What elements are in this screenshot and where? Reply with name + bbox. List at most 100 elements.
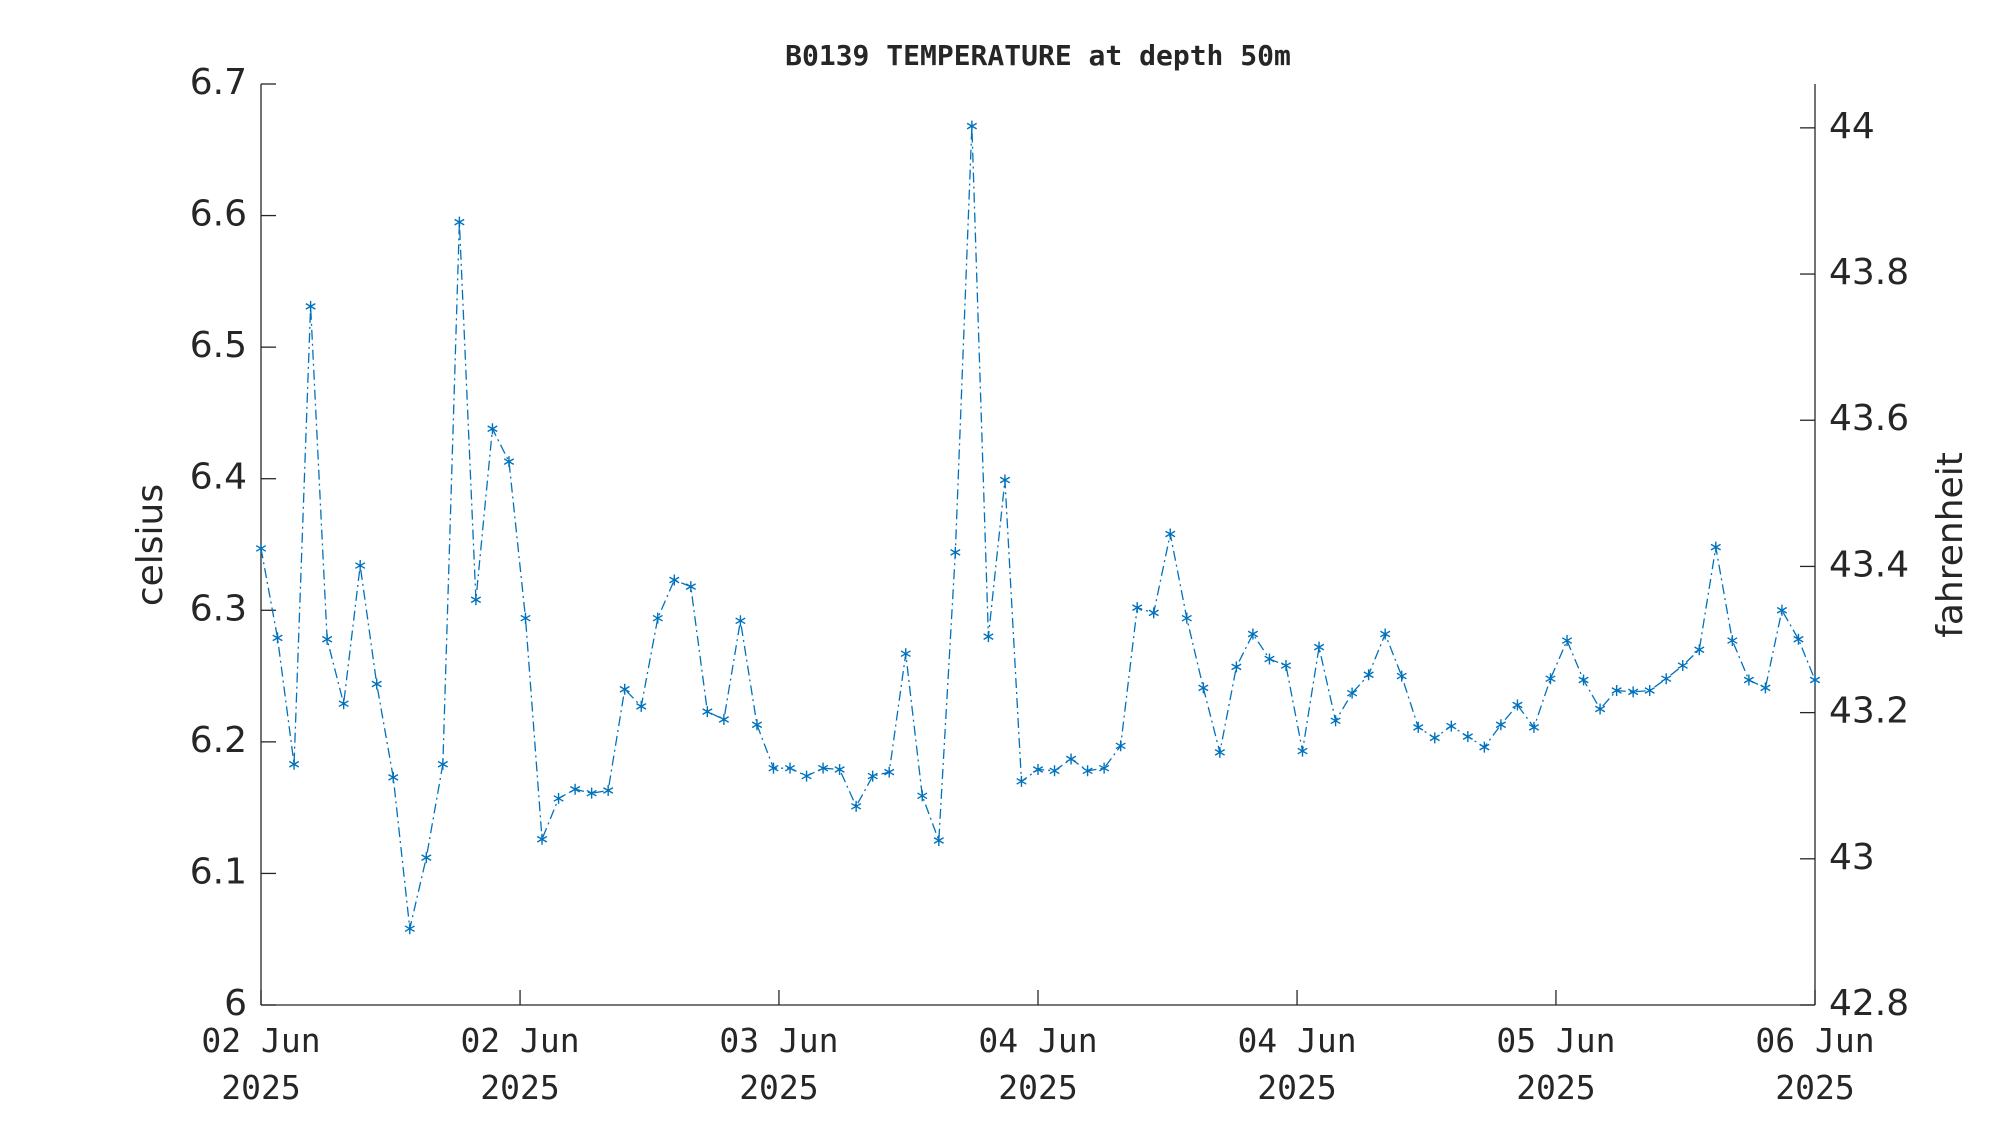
y-axis-label: celsius xyxy=(130,484,171,606)
data-point xyxy=(1098,762,1110,774)
y-tick-label: 6.6 xyxy=(190,194,247,235)
data-point xyxy=(255,542,267,554)
y2-tick-label: 42.8 xyxy=(1829,983,1909,1024)
data-point xyxy=(1363,669,1374,681)
data-point xyxy=(586,787,597,799)
data-point xyxy=(817,762,829,774)
data-point xyxy=(1181,612,1192,624)
data-point xyxy=(718,713,730,725)
data-point xyxy=(1628,686,1639,698)
data-point xyxy=(884,766,895,778)
data-point xyxy=(1148,607,1159,619)
data-point xyxy=(1032,763,1044,775)
data-point xyxy=(1165,528,1176,540)
data-point xyxy=(801,770,812,782)
data-point xyxy=(338,698,349,710)
data-point xyxy=(1793,633,1804,645)
data-point xyxy=(1280,660,1292,672)
data-point xyxy=(1049,765,1060,777)
y2-axis-label: fahrenheit xyxy=(1930,452,1971,638)
data-point xyxy=(933,835,944,847)
x-tick-label: 05 Jun 2025 xyxy=(1496,1021,1616,1107)
data-point xyxy=(1132,602,1143,614)
data-point xyxy=(950,546,961,558)
data-point xyxy=(355,560,366,572)
data-point xyxy=(421,852,432,864)
data-point xyxy=(1115,740,1126,752)
data-point xyxy=(470,594,482,606)
data-point xyxy=(1346,687,1358,699)
data-point xyxy=(1495,719,1507,731)
data-point xyxy=(966,120,978,132)
data-point xyxy=(1479,741,1490,753)
x-tick-label: 02 Jun 2025 xyxy=(460,1021,580,1107)
y-tick-label: 6.5 xyxy=(190,325,247,366)
y2-tick-label: 43.2 xyxy=(1829,691,1909,732)
data-point xyxy=(404,923,415,935)
y-tick-label: 6.3 xyxy=(190,588,247,629)
data-point xyxy=(1661,673,1672,685)
data-point xyxy=(1082,765,1093,777)
data-point xyxy=(1578,674,1589,686)
data-point xyxy=(917,790,928,802)
data-point xyxy=(1743,674,1755,686)
data-point xyxy=(1297,745,1308,757)
data-point xyxy=(1694,644,1705,656)
data-point xyxy=(1380,628,1391,640)
y-tick-label: 6.2 xyxy=(190,720,247,761)
data-point xyxy=(851,800,862,812)
data-point xyxy=(1727,635,1738,647)
x-tick-label: 02 Jun 2025 xyxy=(201,1021,321,1107)
y-tick-label: 6.1 xyxy=(190,851,247,892)
data-point xyxy=(1710,541,1721,553)
data-point xyxy=(536,833,548,845)
x-tick-label: 04 Jun 2025 xyxy=(978,1021,1098,1107)
data-point xyxy=(735,615,746,627)
data-point xyxy=(553,792,564,804)
data-point xyxy=(1016,775,1027,787)
data-point xyxy=(751,719,763,731)
data-point xyxy=(1528,721,1540,733)
y-tick-label: 6.7 xyxy=(190,62,247,103)
y-tick-label: 6 xyxy=(224,983,247,1024)
data-point xyxy=(1198,682,1209,694)
data-point xyxy=(1214,746,1225,758)
data-point xyxy=(1512,699,1523,711)
data-point xyxy=(1776,604,1788,616)
data-point xyxy=(1231,661,1242,673)
data-point xyxy=(1446,720,1457,732)
y-tick-label: 6.4 xyxy=(190,457,247,498)
data-point xyxy=(1611,685,1622,697)
data-point xyxy=(487,423,498,435)
data-point xyxy=(603,785,614,797)
data-point xyxy=(669,574,680,586)
data-point xyxy=(636,700,647,712)
data-point xyxy=(321,633,333,645)
data-point xyxy=(685,581,696,593)
data-point xyxy=(288,758,300,770)
x-tick-label: 03 Jun 2025 xyxy=(719,1021,839,1107)
data-point xyxy=(1545,673,1556,685)
data-point xyxy=(1413,721,1424,733)
y2-tick-label: 43.8 xyxy=(1829,252,1909,293)
data-point xyxy=(503,456,515,468)
data-point xyxy=(1809,674,1821,686)
data-point xyxy=(1264,653,1275,665)
data-point xyxy=(371,678,382,690)
data-point xyxy=(999,474,1011,486)
data-point xyxy=(1065,753,1077,765)
data-point xyxy=(1330,715,1341,727)
data-point xyxy=(520,612,531,624)
data-point xyxy=(834,763,845,775)
data-point xyxy=(652,612,663,624)
data-point xyxy=(305,300,316,312)
data-point xyxy=(983,631,994,643)
y2-tick-label: 43.6 xyxy=(1829,398,1909,439)
data-point xyxy=(1247,628,1259,640)
data-point xyxy=(702,706,713,718)
x-tick-label: 06 Jun 2025 xyxy=(1755,1021,1875,1107)
data-point xyxy=(619,683,630,695)
data-point xyxy=(388,771,399,783)
